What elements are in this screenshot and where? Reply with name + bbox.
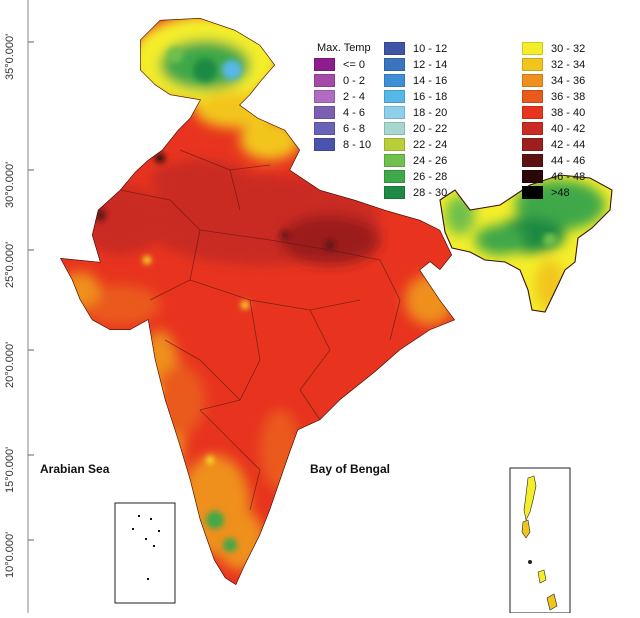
latitude-ticks [28,41,34,541]
legend-swatch [384,122,405,135]
legend-swatch [522,106,543,119]
legend-swatch [522,170,543,183]
legend-item: 0 - 2 [314,74,365,87]
legend-item: 20 - 22 [384,122,447,135]
legend-label: 46 - 48 [551,170,586,183]
legend-item: 24 - 26 [384,154,447,167]
legend-item: 42 - 44 [522,138,585,151]
latitude-label-30: 30°0.000' [4,161,16,208]
legend-swatch [384,74,405,87]
legend-item: 10 - 12 [384,42,447,55]
legend-item: <= 0 [314,58,365,71]
legend-label: 4 - 6 [343,106,366,119]
legend-swatch [522,58,543,71]
legend-item: >48 [522,186,570,199]
legend-label: 20 - 22 [413,122,448,135]
legend-item: 12 - 14 [384,58,447,71]
legend-swatch [314,122,335,135]
temperature-legend: Max. Temp <= 0 0 - 2 2 - 4 4 - 6 6 - 8 8 - 10… [312,38,602,199]
legend-swatch [384,186,405,199]
legend-swatch [522,42,543,55]
legend-swatch [384,58,405,71]
legend-label: 38 - 40 [551,106,586,119]
legend-label: 42 - 44 [551,138,586,151]
legend-item: 16 - 18 [384,90,447,103]
legend-item: 32 - 34 [522,58,585,71]
legend-swatch [384,154,405,167]
legend-item: 14 - 16 [384,74,447,87]
latitude-label-15: 15°0.000' [4,446,16,493]
legend-label: 32 - 34 [551,58,586,71]
legend-label: 40 - 42 [551,122,586,135]
legend-item: 30 - 32 [522,42,585,55]
legend-label: 0 - 2 [343,74,366,87]
lakshadweep-islands [132,515,160,580]
legend-item: 38 - 40 [522,106,585,119]
legend-label: 2 - 4 [343,90,366,103]
legend-swatch [384,138,405,151]
legend-label: 14 - 16 [413,74,448,87]
legend-item: 34 - 36 [522,74,585,87]
legend-swatch [522,138,543,151]
legend-label: 18 - 20 [413,106,448,119]
legend-item: 26 - 28 [384,170,447,183]
legend-label: 12 - 14 [413,58,448,71]
legend-label: 36 - 38 [551,90,586,103]
latitude-label-20: 20°0.000' [4,341,16,388]
legend-item: 6 - 8 [314,122,365,135]
legend-label: <= 0 [343,58,366,71]
legend-item: 8 - 10 [314,138,371,151]
legend-label: 8 - 10 [343,138,372,151]
legend-label: 16 - 18 [413,90,448,103]
legend-label: 44 - 46 [551,154,586,167]
legend-item: 36 - 38 [522,90,585,103]
lakshadweep-inset [114,502,176,604]
legend-swatch [522,186,543,199]
latitude-label-35: 35°0.000' [4,33,16,80]
legend-label: 30 - 32 [551,42,586,55]
legend-swatch [522,74,543,87]
legend-item: 18 - 20 [384,106,447,119]
legend-swatch [314,74,335,87]
legend-swatch [384,90,405,103]
legend-item: 46 - 48 [522,170,585,183]
legend-item: 2 - 4 [314,90,365,103]
legend-swatch [384,170,405,183]
legend-swatch [384,42,405,55]
legend-swatch [314,90,335,103]
legend-label: 28 - 30 [413,186,448,199]
legend-item: 28 - 30 [384,186,447,199]
legend-title: Max. Temp [317,42,371,54]
andaman-islands [521,475,558,611]
legend-label: 10 - 12 [413,42,448,55]
legend-item: 22 - 24 [384,138,447,151]
bay-of-bengal-label: Bay of Bengal [310,462,391,476]
legend-label: >48 [551,186,570,199]
legend-swatch [522,122,543,135]
legend-label: 22 - 24 [413,138,448,151]
legend-label: 24 - 26 [413,154,448,167]
legend-swatch [314,138,335,151]
legend-label: 26 - 28 [413,170,448,183]
legend-swatch [384,106,405,119]
legend-item: 40 - 42 [522,122,585,135]
legend-swatch [522,154,543,167]
legend-item: 4 - 6 [314,106,365,119]
legend-swatch [522,90,543,103]
legend-swatch [314,58,335,71]
arabian-sea-label: Arabian Sea [40,462,110,476]
latitude-label-10: 10°0.000' [4,531,16,578]
legend-swatch [314,106,335,119]
legend-item: 44 - 46 [522,154,585,167]
legend-label: 34 - 36 [551,74,586,87]
legend-label: 6 - 8 [343,122,366,135]
andaman-inset [509,467,571,614]
latitude-label-25: 25°0.000' [4,241,16,288]
